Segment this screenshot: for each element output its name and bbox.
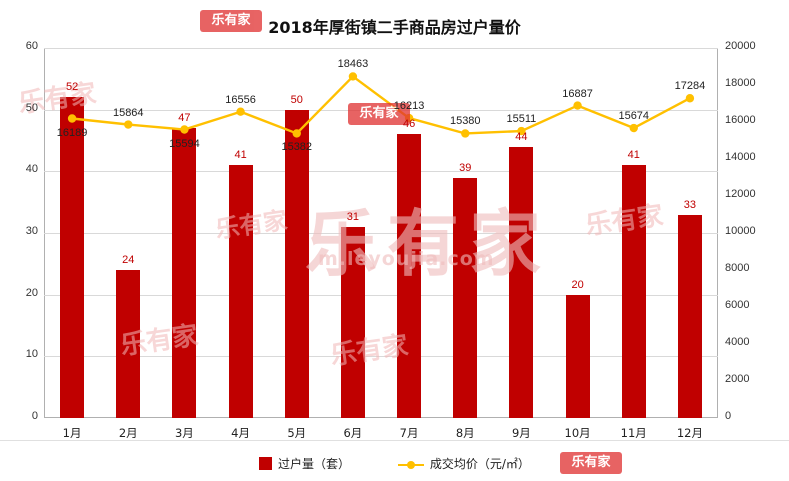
bar <box>172 128 197 418</box>
gridline <box>44 294 718 296</box>
x-axis-tick: 4月 <box>231 426 250 440</box>
price-line-series <box>67 72 695 138</box>
legend-item-line: 成交均价（元/㎡） <box>397 455 530 472</box>
price-line-marker <box>292 129 301 138</box>
x-axis-tick: 7月 <box>399 426 419 440</box>
price-value-label: 15864 <box>112 106 144 119</box>
bar-value-label: 52 <box>65 81 79 94</box>
bar <box>284 109 309 418</box>
bar-value-label: 41 <box>627 149 640 162</box>
legend-item-bars: 过户量（套） <box>259 455 350 472</box>
x-axis-tick: 12月 <box>676 426 703 440</box>
price-line-marker <box>67 114 77 123</box>
bar-value-label: 20 <box>571 278 584 291</box>
y-axis-tick-right: 18000 <box>725 77 756 89</box>
price-value-label: 16887 <box>562 87 593 100</box>
y-axis-tick-left: 10 <box>25 348 38 361</box>
y-axis-tick-left: 20 <box>25 286 38 299</box>
y-axis-tick-left: 0 <box>31 410 38 422</box>
x-axis-tick: 11月 <box>620 426 647 440</box>
bar-value-label: 44 <box>515 130 528 143</box>
y-axis-tick-right: 10000 <box>725 225 756 237</box>
bar-value-label: 41 <box>234 149 247 162</box>
y-axis-tick-right: 8000 <box>725 262 750 274</box>
bar <box>565 294 590 418</box>
x-axis-tick: 3月 <box>174 426 194 440</box>
price-line-marker <box>236 107 245 116</box>
price-line-marker <box>629 123 638 133</box>
legend-line-swatch-icon <box>397 458 424 471</box>
legend-label-bars: 过户量（套） <box>278 457 351 471</box>
y-axis-tick-left: 40 <box>25 163 38 176</box>
plot-area <box>44 48 718 418</box>
gridline <box>44 171 718 173</box>
bar <box>116 270 141 418</box>
price-line-marker <box>517 126 526 136</box>
price-line-marker <box>348 72 358 81</box>
price-value-label: 17284 <box>674 80 706 93</box>
price-value-label: 15511 <box>506 113 537 126</box>
price-value-label: 15674 <box>618 110 650 123</box>
bar-value-label: 24 <box>122 254 135 266</box>
legend-label-line: 成交均价（元/㎡） <box>429 457 530 471</box>
y-axis-tick-left: 60 <box>25 40 38 52</box>
bar <box>397 134 422 418</box>
bar <box>621 165 646 418</box>
legend-bar-swatch-icon <box>259 457 273 470</box>
price-line-marker <box>685 94 695 103</box>
y-axis-tick-left: 50 <box>25 101 38 114</box>
price-value-label: 16213 <box>393 100 425 113</box>
bar <box>453 177 478 418</box>
price-value-label: 16556 <box>225 93 256 106</box>
x-axis-tick: 1月 <box>62 426 82 440</box>
x-axis-tick: 8月 <box>455 426 475 440</box>
gridline <box>44 356 718 358</box>
y-axis-tick-right: 14000 <box>725 151 756 163</box>
bar-value-label: 46 <box>402 118 416 131</box>
x-axis-tick: 2月 <box>118 426 138 440</box>
y-axis-tick-right: 12000 <box>725 188 756 200</box>
y-axis-tick-right: 4000 <box>725 336 750 348</box>
y-axis-tick-right: 20000 <box>725 40 756 52</box>
bar <box>228 165 253 418</box>
y-axis-tick-right: 6000 <box>725 299 750 311</box>
bar-value-label: 47 <box>178 112 191 125</box>
bar-value-label: 39 <box>459 161 472 174</box>
x-axis-tick: 6月 <box>343 426 363 440</box>
x-axis-tick: 10月 <box>564 426 591 440</box>
bar-value-label: 31 <box>346 210 360 223</box>
bar <box>509 146 534 418</box>
gridline <box>44 48 718 49</box>
bar <box>60 97 85 418</box>
price-value-label: 15380 <box>449 115 481 128</box>
y-axis-tick-left: 30 <box>25 225 38 237</box>
x-axis-tick: 9月 <box>511 426 531 440</box>
y-axis-tick-right: 2000 <box>725 373 750 385</box>
price-value-label: 16189 <box>56 126 88 139</box>
bottom-axis-line <box>44 417 718 418</box>
y-axis-tick-right: 16000 <box>725 114 756 126</box>
price-line-marker <box>461 129 470 138</box>
price-value-label: 18463 <box>337 58 369 71</box>
price-line-path <box>71 75 691 135</box>
x-axis-tick: 5月 <box>287 426 307 440</box>
price-line-marker <box>124 120 133 129</box>
price-line-marker <box>573 101 582 110</box>
bar-value-label: 33 <box>683 198 697 211</box>
footer-divider <box>0 440 789 441</box>
chart-legend: 过户量（套） 成交均价（元/㎡） <box>0 455 789 472</box>
price-value-label: 15594 <box>169 137 200 150</box>
chart-title: 2018年厚街镇二手商品房过户量价 <box>268 18 521 37</box>
y-axis-tick-right: 0 <box>725 410 732 422</box>
bar-value-label: 50 <box>290 93 303 106</box>
bar <box>677 214 702 418</box>
price-value-label: 15382 <box>281 141 313 154</box>
bar <box>340 226 365 418</box>
price-line-marker <box>180 125 189 134</box>
gridline <box>44 233 718 234</box>
